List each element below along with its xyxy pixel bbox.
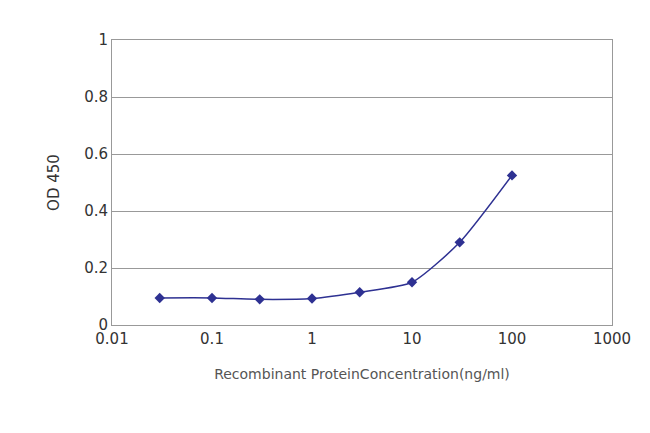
svg-text:0: 0	[98, 316, 108, 334]
svg-text:0.4: 0.4	[84, 202, 108, 220]
svg-text:0.01: 0.01	[95, 330, 128, 348]
svg-text:0.6: 0.6	[84, 145, 108, 163]
svg-text:Recombinant ProteinConcentrati: Recombinant ProteinConcentration(ng/ml)	[214, 366, 510, 382]
svg-text:1: 1	[307, 330, 317, 348]
svg-text:OD 450: OD 450	[45, 154, 63, 211]
svg-text:0.1: 0.1	[200, 330, 224, 348]
svg-text:10: 10	[402, 330, 421, 348]
svg-text:0.2: 0.2	[84, 259, 108, 277]
svg-text:1000: 1000	[593, 330, 631, 348]
svg-text:0.8: 0.8	[84, 88, 108, 106]
svg-text:1: 1	[98, 31, 108, 49]
svg-text:100: 100	[498, 330, 527, 348]
